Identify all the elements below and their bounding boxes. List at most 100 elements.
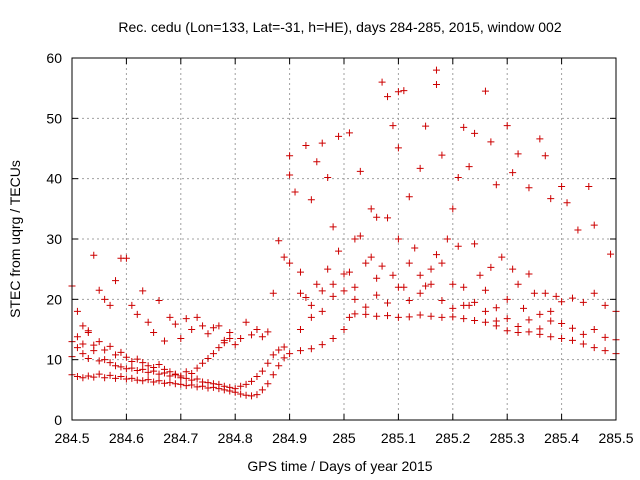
data-point [547,307,555,315]
data-point [590,326,598,333]
data-point [296,268,304,276]
data-point [95,357,103,365]
data-point [101,356,109,364]
data-point [324,265,332,273]
data-point [525,328,533,336]
data-point [101,295,109,303]
data-point [188,326,196,333]
data-point [188,370,196,378]
data-point [95,286,103,294]
data-point [209,350,217,358]
data-point [275,346,283,354]
data-point [128,357,136,365]
data-point [188,376,196,384]
data-point [471,298,479,306]
data-point [552,292,560,300]
data-point [568,324,576,332]
data-point [307,196,315,204]
data-point [199,359,207,367]
x-tick-label: 284.9 [272,430,307,446]
data-point [171,370,179,378]
data-point [166,313,174,321]
data-point [226,335,234,343]
data-point [258,386,266,394]
data-point [432,251,440,259]
data-point [601,301,609,309]
data-point [547,195,555,203]
data-point [84,327,92,335]
data-point [329,280,337,288]
data-point [394,88,402,96]
y-tick-label: 20 [46,291,62,307]
data-point [351,235,359,243]
data-point [481,286,489,294]
x-tick-label: 284.8 [218,430,253,446]
data-point [579,330,587,338]
data-point [269,351,277,359]
data-point [356,232,364,240]
data-point [460,283,468,291]
data-point [122,254,130,262]
data-point [449,280,457,288]
data-point [405,313,413,321]
data-point [280,253,288,261]
data-point [182,374,190,382]
data-point [302,294,310,302]
data-point [248,377,256,385]
data-point [133,355,141,363]
data-point [492,304,500,312]
data-point [269,289,277,297]
data-point [112,374,120,382]
data-point [601,347,609,355]
data-point [536,135,544,143]
data-point [367,205,375,213]
data-point [122,375,130,383]
data-point [231,385,239,393]
data-point [204,354,212,362]
data-point [373,291,381,299]
data-point [362,303,370,311]
data-point [460,301,468,309]
data-point [275,237,283,245]
data-point [155,370,163,378]
data-point [215,344,223,352]
data-point [541,152,549,160]
data-point [427,280,435,288]
data-points [68,66,620,400]
data-point [73,333,81,341]
data-point [302,141,310,149]
data-point [547,317,555,325]
data-point [286,259,294,267]
data-point [296,289,304,297]
data-point [481,87,489,95]
data-point [378,78,386,86]
data-point [237,382,245,390]
data-point [204,379,212,387]
data-point [487,263,495,271]
data-point [487,138,495,146]
data-point [329,223,337,231]
data-point [416,271,424,279]
data-point [79,350,87,358]
data-point [112,351,120,359]
data-point [492,317,500,325]
data-point [438,297,446,305]
data-point [79,340,87,348]
data-point [579,298,587,306]
data-point [503,295,511,303]
data-point [340,270,348,278]
data-point [460,123,468,131]
data-point [84,354,92,362]
data-point [465,163,473,171]
data-point [416,164,424,172]
data-point [362,310,370,318]
data-point [389,122,397,130]
data-point [253,373,261,381]
data-point [139,377,147,385]
data-point [503,327,511,335]
data-point [182,315,190,323]
data-point [373,213,381,221]
data-point [209,380,217,388]
data-point [215,380,223,388]
y-tick-label: 10 [46,352,62,368]
